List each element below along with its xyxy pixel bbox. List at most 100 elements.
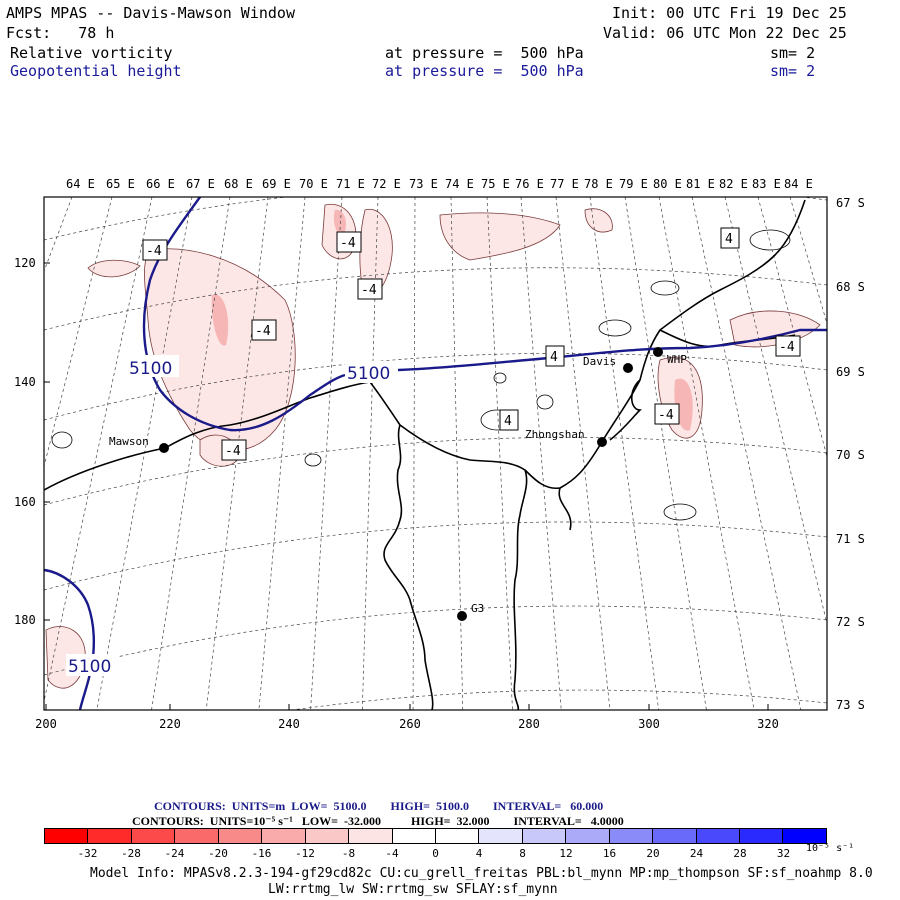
meridian-line (44, 197, 73, 273)
lon-label: 68 E (224, 177, 253, 191)
meridian-line (310, 197, 343, 710)
lat-label: 72 S (836, 615, 865, 629)
colorbar-tick-label: 32 (776, 847, 791, 860)
lon-label: 73 E (409, 177, 438, 191)
station-marker-mawson (159, 443, 169, 453)
model-info-line2: LW:rrtmg_lw SW:rrtmg_sw SFLAY:sf_mynn (268, 882, 558, 897)
vorticity-shade-core (211, 294, 229, 346)
colorbar-tick-label: -8 (341, 847, 356, 860)
lat-label: 67 S (836, 196, 865, 210)
station-marker-zhongshan (597, 437, 607, 447)
meridian-line (151, 197, 231, 710)
lon-label: 64 E (66, 177, 95, 191)
vorticity-contour (663, 503, 697, 521)
vorticity-label: -4 (779, 340, 795, 355)
colorbar-tick-label: -32 (77, 847, 98, 860)
height-contour-5100 (142, 197, 346, 432)
station-label-davis: Davis (583, 355, 616, 368)
meridian-line (757, 197, 827, 458)
label-box (221, 439, 247, 461)
parallel-line (44, 437, 827, 506)
colorbar-tick-label: -4 (385, 847, 399, 860)
colorbar-unit: 10⁻⁵ s⁻¹ (806, 843, 855, 854)
colorbar-swatch (305, 829, 350, 843)
y-label: 140 (14, 375, 36, 389)
lon-label: 65 E (106, 177, 135, 191)
meridian-line (691, 197, 802, 710)
parallel-line (44, 197, 827, 241)
colorbar-swatch (349, 829, 393, 843)
colorbar-tick-label: 20 (646, 847, 660, 860)
height-contour-5100 (44, 568, 96, 710)
vorticity-label: -4 (658, 408, 674, 423)
colorbar-swatch (435, 829, 480, 843)
vorticity-contour (536, 394, 554, 410)
y-label: 120 (14, 256, 36, 270)
vorticity-contour (598, 319, 632, 337)
label-bg (127, 355, 179, 377)
axis-ticks (44, 262, 769, 710)
colorbar-swatch (566, 829, 610, 843)
lon-label: 66 E (146, 177, 175, 191)
lon-label: 77 E (550, 177, 579, 191)
field1-smoothing: sm= 2 (770, 44, 816, 62)
init-time: Init: 00 UTC Fri 19 Dec 25 (612, 4, 847, 22)
lon-label: 82 E (719, 177, 748, 191)
lon-label: 80 E (653, 177, 682, 191)
stations (159, 347, 663, 621)
colorbar-tick-label: -24 (164, 847, 185, 860)
vorticity-contour (51, 431, 73, 449)
vorticity-shade-region (584, 208, 613, 233)
label-bg (66, 654, 118, 676)
vorticity-label: -4 (255, 324, 271, 339)
y-label: 180 (14, 613, 36, 627)
meridian-line (520, 197, 562, 710)
ice-shelf-line (513, 469, 528, 710)
colorbar-swatch (392, 829, 436, 843)
colorbar-swatch (131, 829, 176, 843)
colorbar (44, 828, 827, 844)
vorticity-shade-core (333, 209, 346, 238)
lon-label: 83 E (752, 177, 781, 191)
label-box (336, 231, 362, 253)
parallel-line (44, 353, 827, 421)
meridian-line (205, 197, 269, 710)
lon-label: 84 E (784, 177, 813, 191)
vorticity-label: 4 (725, 232, 733, 247)
x-label: 200 (35, 717, 57, 731)
colorbar-swatch (522, 829, 567, 843)
vorticity-label: -4 (225, 444, 241, 459)
field2-name: Geopotential height (10, 62, 182, 80)
colorbar-tick-label: 4 (475, 847, 483, 860)
coast-line (609, 379, 642, 441)
field1-level: at pressure = 500 hPa (385, 44, 584, 62)
colorbar-tick-label: 12 (559, 847, 573, 860)
field2-smoothing: sm= 2 (770, 62, 816, 80)
label-box (499, 409, 519, 431)
ice-shelf-line (383, 424, 434, 710)
meridian-line (258, 197, 306, 710)
lon-label: 67 E (186, 177, 215, 191)
meridian-line (724, 197, 827, 626)
vorticity-contour (749, 229, 791, 251)
height-label: 5100 (129, 359, 172, 379)
vorticity-contour (304, 453, 322, 467)
parallel-line (44, 521, 827, 591)
lon-label: 71 E (336, 177, 365, 191)
label-box (142, 239, 168, 261)
lat-label: 73 S (836, 698, 865, 712)
station-marker-g3 (457, 611, 467, 621)
colorbar-tick-label: -28 (121, 847, 141, 860)
colorbar-swatch (45, 829, 89, 843)
lon-label: 78 E (584, 177, 613, 191)
colorbar-tick-label: -20 (208, 847, 228, 860)
meridian-line (555, 197, 611, 710)
meridian-line (624, 197, 707, 710)
colorbar-tick-label: -12 (295, 847, 315, 860)
vorticity-label: -4 (340, 236, 356, 251)
x-label: 280 (518, 717, 540, 731)
colorbar-swatch (175, 829, 219, 843)
colorbar-swatch (653, 829, 697, 843)
vorticity-shade-region (87, 259, 141, 278)
